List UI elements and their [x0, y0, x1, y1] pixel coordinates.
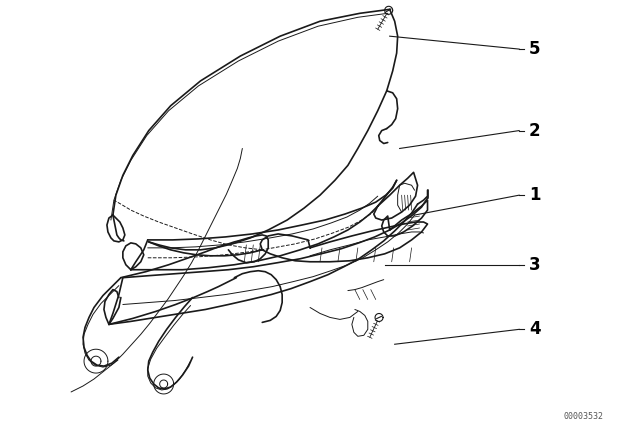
- Text: 2: 2: [529, 121, 541, 140]
- Text: 3: 3: [529, 256, 541, 274]
- Text: 4: 4: [529, 320, 541, 338]
- Text: 00003532: 00003532: [564, 412, 604, 421]
- Text: 1: 1: [529, 186, 541, 204]
- Text: 5: 5: [529, 40, 541, 58]
